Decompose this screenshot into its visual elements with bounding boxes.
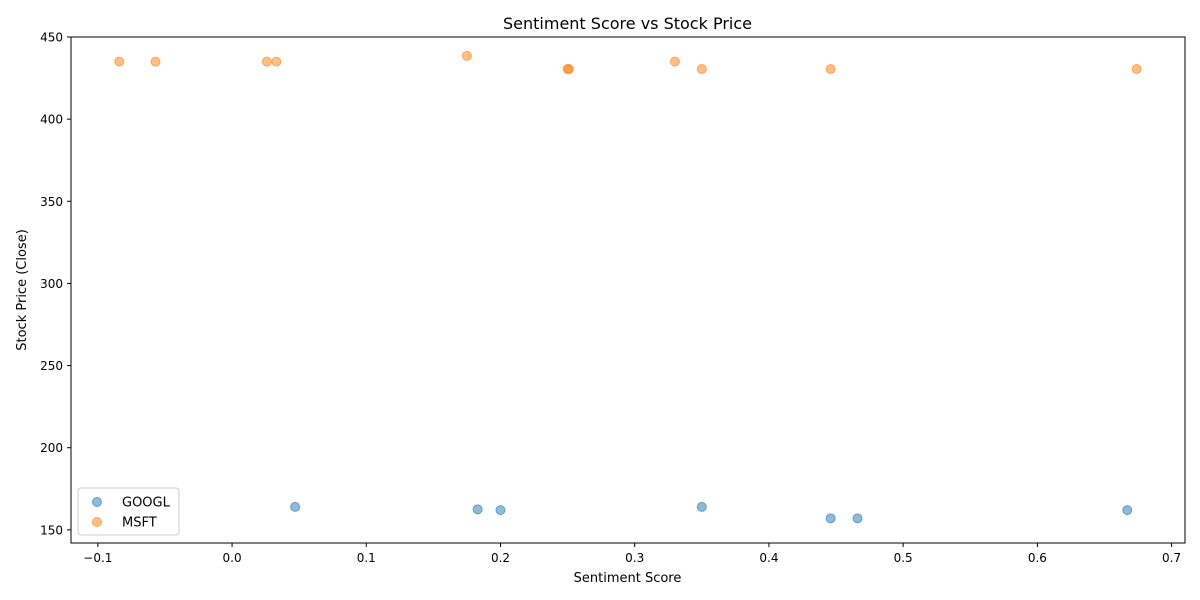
data-point-msft	[696, 64, 707, 75]
x-axis: −0.1 0.0 0.1 0.2 0.3 0.4 0.5 0.6 0.7	[83, 543, 1181, 565]
x-tick-label: 0.2	[491, 551, 510, 565]
x-axis-label: Sentiment Score	[574, 571, 682, 586]
x-tick-label: 0.0	[223, 551, 242, 565]
data-point-googl	[852, 513, 863, 524]
axes-frame	[70, 36, 1186, 544]
x-tick-label: 0.7	[1162, 551, 1181, 565]
legend-label-msft: MSFT	[122, 516, 157, 531]
chart-title: Sentiment Score vs Stock Price	[503, 14, 752, 33]
data-point-googl	[825, 513, 836, 524]
data-point-googl	[495, 505, 506, 516]
data-point-msft	[825, 64, 836, 75]
x-tick-label: 0.3	[625, 551, 644, 565]
y-tick-label: 350	[40, 195, 63, 209]
y-tick-label: 200	[40, 441, 63, 455]
x-tick-label: 0.6	[1028, 551, 1047, 565]
legend-marker-msft	[92, 517, 102, 527]
legend: GOOGL MSFT	[77, 487, 180, 536]
data-point-msft	[114, 56, 125, 67]
data-points	[114, 50, 1142, 524]
legend-marker-googl	[92, 497, 102, 507]
y-tick-label: 450	[40, 31, 63, 45]
legend-label-googl: GOOGL	[122, 496, 171, 511]
data-point-msft	[461, 50, 472, 61]
data-point-googl	[696, 501, 707, 512]
y-axis: 150 200 250 300 350 400 450	[40, 31, 71, 537]
legend-box	[77, 487, 180, 536]
data-point-msft	[1131, 64, 1142, 75]
data-point-msft	[261, 56, 272, 67]
y-tick-label: 400	[40, 113, 63, 127]
data-point-msft	[150, 56, 161, 67]
data-point-msft	[271, 56, 282, 67]
x-tick-label: 0.5	[894, 551, 913, 565]
x-tick-label: −0.1	[83, 551, 112, 565]
x-tick-label: 0.1	[357, 551, 376, 565]
data-point-googl	[472, 504, 483, 515]
y-tick-label: 150	[40, 523, 63, 537]
y-tick-label: 250	[40, 359, 63, 373]
data-point-msft	[669, 56, 680, 67]
y-axis-label: Stock Price (Close)	[15, 229, 30, 351]
data-point-googl	[290, 501, 301, 512]
x-tick-label: 0.4	[759, 551, 778, 565]
y-tick-label: 300	[40, 277, 63, 291]
data-point-googl	[1122, 505, 1133, 516]
data-point-msft	[563, 64, 574, 75]
